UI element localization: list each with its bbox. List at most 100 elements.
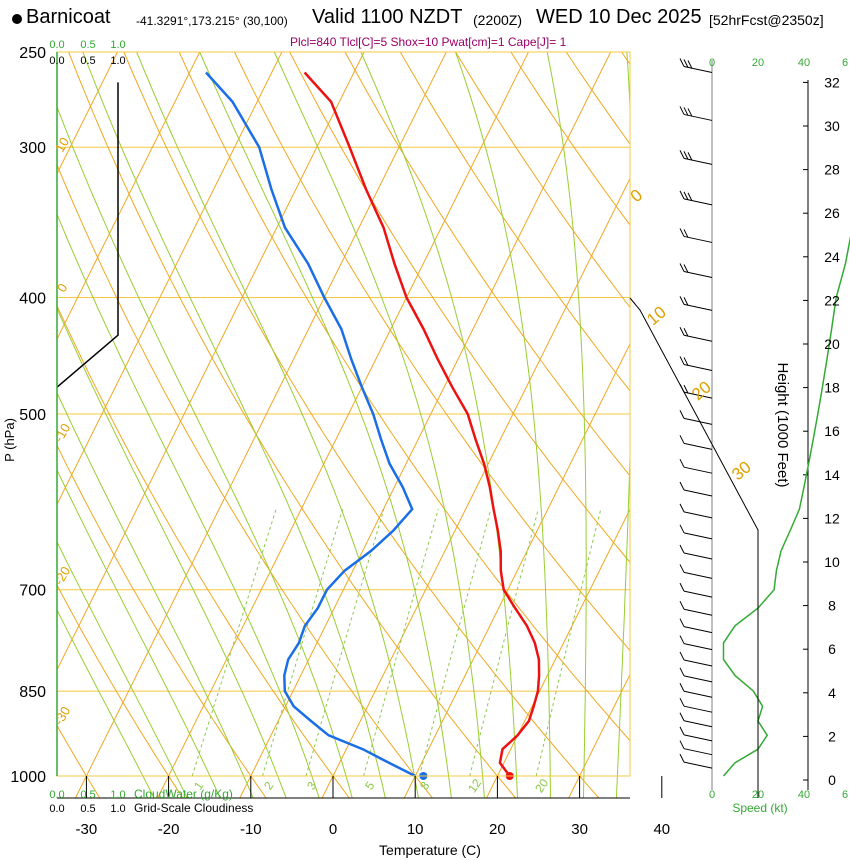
dry-adiabat-line bbox=[178, 52, 630, 742]
pressure-tick-label: 850 bbox=[19, 684, 46, 701]
wind-barb bbox=[679, 600, 713, 616]
pressure-tick-label: 300 bbox=[19, 140, 46, 157]
isotherm-label: 10 bbox=[52, 135, 72, 155]
wind-barb-feather bbox=[683, 264, 689, 273]
wind-barb-feather bbox=[683, 384, 689, 394]
wind-barb bbox=[679, 712, 713, 728]
isotherm-label: 20 bbox=[688, 377, 715, 404]
wind-barb-feather bbox=[683, 151, 689, 160]
wind-barb-feather bbox=[679, 410, 685, 419]
wind-barb-shaft bbox=[683, 303, 713, 311]
site-coords: -41.3291°,173.215° (30,100) bbox=[136, 14, 288, 28]
stability-params: Plcl=840 Tlcl[C]=5 Shox=10 Pwat[cm]=1 Ca… bbox=[290, 35, 567, 49]
cloudiness-tick-bottom: 0.5 bbox=[80, 803, 95, 815]
temperature-line bbox=[303, 71, 541, 777]
speed-axis-title: Speed (kt) bbox=[732, 801, 787, 815]
wind-barb-shaft bbox=[683, 690, 713, 698]
isotherm-label: 10 bbox=[643, 302, 670, 329]
x-tick-label: 30 bbox=[571, 821, 588, 838]
dry-adiabat-line bbox=[68, 52, 517, 798]
wind-barb-feather bbox=[687, 192, 693, 202]
x-tick-label: 0 bbox=[329, 821, 337, 838]
wind-barb-feather bbox=[683, 357, 689, 366]
dry-adiabat-line bbox=[455, 52, 630, 309]
wind-barb bbox=[679, 58, 713, 73]
wind-barb bbox=[679, 683, 713, 698]
moist-adiabat-line bbox=[136, 52, 419, 798]
valid-date: WED 10 Dec 2025 bbox=[536, 6, 702, 28]
wind-barb-feather bbox=[679, 481, 685, 491]
wind-barb-feather bbox=[679, 753, 685, 763]
isotherm-line bbox=[321, 177, 630, 798]
wind-barb-shaft bbox=[683, 391, 713, 399]
cloudiness-label: Grid-Scale Cloudiness bbox=[134, 801, 253, 815]
wind-barb-shaft bbox=[683, 608, 713, 616]
wind-barb-feather bbox=[679, 564, 685, 573]
dry-adiabat-line bbox=[344, 52, 630, 477]
cloudiness-line bbox=[56, 82, 119, 388]
isotherm-line bbox=[649, 31, 850, 802]
wind-barb-feather bbox=[679, 524, 685, 534]
wind-barb-feather bbox=[679, 712, 685, 721]
wind-barb-shaft bbox=[683, 113, 713, 121]
mixing-ratio-label: 2 bbox=[261, 779, 276, 793]
pressure-tick-label: 1000 bbox=[10, 769, 46, 786]
wind-speed-line bbox=[722, 235, 850, 777]
wind-barb-feather bbox=[679, 635, 685, 644]
speed-tick-top: 0 bbox=[709, 57, 715, 69]
site-marker bbox=[12, 14, 22, 24]
forecast-hour: [52hrFcst@2350z] bbox=[709, 12, 824, 28]
wind-barb-shaft bbox=[683, 734, 713, 742]
pressure-tick-label: 400 bbox=[19, 290, 46, 307]
moist-adiabat-line bbox=[57, 540, 188, 798]
mixing-ratio-label: 20 bbox=[532, 776, 551, 795]
wind-barb bbox=[679, 524, 713, 540]
wind-barb-feather bbox=[679, 740, 685, 749]
height-tick-label: 6 bbox=[828, 641, 836, 657]
wind-barb bbox=[679, 618, 713, 634]
dry-adiabat-line bbox=[123, 52, 600, 798]
wind-barb-feather bbox=[679, 697, 685, 707]
moist-adiabat-line bbox=[57, 105, 353, 798]
wind-barb bbox=[679, 435, 713, 450]
speed-tick-top: 40 bbox=[798, 57, 810, 69]
wind-barb bbox=[679, 726, 713, 742]
pressure-tick-label: 500 bbox=[19, 407, 46, 424]
mixing-ratio-label: 12 bbox=[465, 776, 484, 795]
wind-barb-feather bbox=[683, 191, 689, 201]
wind-barb bbox=[679, 481, 713, 497]
mixing-ratio-label: 3 bbox=[304, 779, 319, 793]
speed-tick-bottom: 6 bbox=[842, 789, 848, 801]
dry-adiabat-line bbox=[0, 31, 19, 802]
wind-barb-shaft bbox=[683, 466, 713, 474]
dry-adiabat-line bbox=[510, 52, 630, 226]
moist-adiabat-line bbox=[546, 52, 587, 798]
wind-barb-shaft bbox=[683, 748, 713, 756]
wind-barb-feather bbox=[679, 327, 685, 336]
valid-time: Valid 1100 NZDT bbox=[312, 6, 463, 28]
height-tick-label: 8 bbox=[828, 598, 836, 614]
wind-barb bbox=[679, 635, 713, 651]
moist-adiabat-line bbox=[454, 52, 551, 798]
wind-barb-shaft bbox=[683, 552, 713, 560]
wind-barb bbox=[679, 296, 713, 311]
isotherm-label: 30 bbox=[728, 457, 755, 484]
wind-barb-feather bbox=[679, 726, 685, 736]
wind-barb-feather bbox=[679, 435, 685, 444]
wind-barb-feather bbox=[679, 651, 685, 661]
dry-adiabat-line bbox=[289, 52, 630, 564]
isotherm-line bbox=[57, 52, 201, 341]
mixing-ratio-label: 5 bbox=[362, 779, 377, 793]
x-tick-label: 10 bbox=[407, 821, 424, 838]
height-tick-label: 16 bbox=[824, 423, 840, 439]
height-tick-label: 12 bbox=[824, 510, 840, 526]
wind-barb-feather bbox=[679, 600, 685, 610]
height-tick-label: 10 bbox=[824, 554, 840, 570]
height-tick-label: 26 bbox=[824, 205, 840, 221]
moist-adiabat-line bbox=[360, 52, 518, 798]
cloudiness-tick-top: 0.5 bbox=[80, 55, 95, 67]
wind-barb-feather bbox=[683, 229, 689, 238]
wind-barb-shaft bbox=[683, 659, 713, 667]
x-axis-title: Temperature (C) bbox=[379, 842, 481, 858]
wind-barb-shaft bbox=[683, 235, 713, 243]
